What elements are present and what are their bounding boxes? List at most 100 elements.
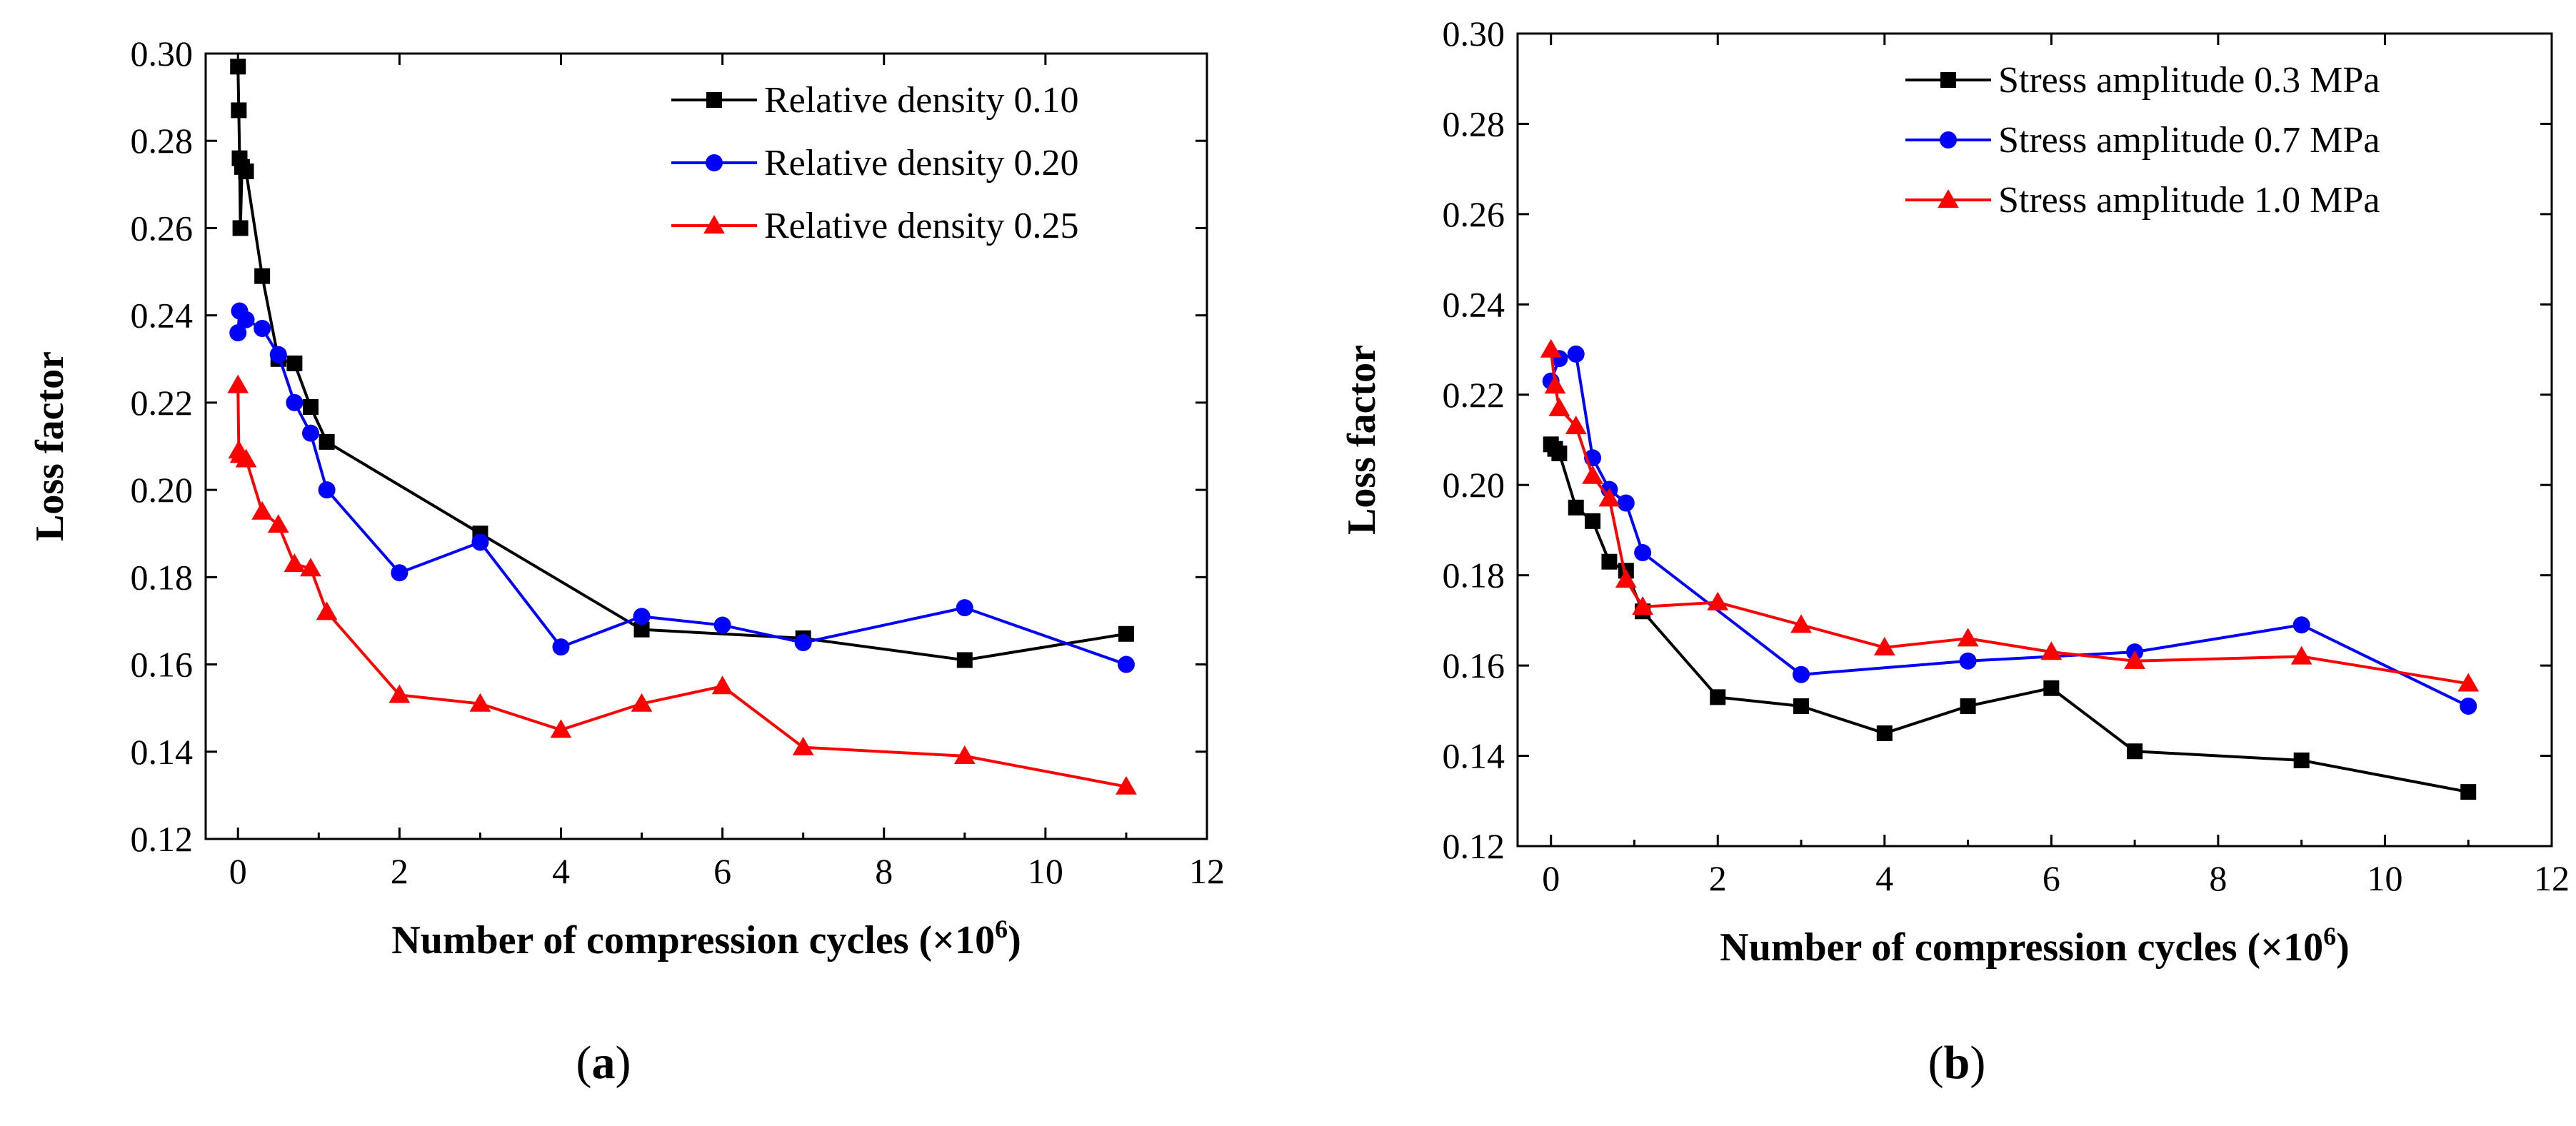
panel-caption: (a) xyxy=(576,1037,631,1089)
legend-marker-0 xyxy=(1940,72,1956,88)
x-tick-label: 6 xyxy=(713,851,731,891)
data-point-2-11 xyxy=(1957,628,1979,647)
y-tick-label: 0.28 xyxy=(131,121,194,161)
data-point-2-10 xyxy=(1873,636,1895,655)
data-point-1-11 xyxy=(2460,698,2477,715)
legend-marker-0 xyxy=(706,92,722,108)
data-point-0-10 xyxy=(319,433,335,450)
x-tick-label: 0 xyxy=(229,851,247,891)
data-point-0-3 xyxy=(1568,499,1584,516)
y-tick-label: 0.28 xyxy=(1443,104,1505,144)
y-tick-label: 0.24 xyxy=(1443,284,1505,324)
x-tick-label: 4 xyxy=(552,851,570,891)
data-point-0-2 xyxy=(1551,445,1568,461)
x-tick-label: 0 xyxy=(1542,858,1560,898)
x-tick-label: 8 xyxy=(2209,858,2227,898)
data-point-2-2 xyxy=(1548,397,1570,416)
data-point-2-8 xyxy=(1707,591,1729,610)
data-point-0-1 xyxy=(231,102,247,119)
data-point-0-10 xyxy=(1876,725,1893,741)
legend-marker-1 xyxy=(1940,131,1957,149)
data-point-0-14 xyxy=(956,652,973,668)
data-point-0-6 xyxy=(254,268,271,284)
x-axis-title-superscript: 6 xyxy=(2323,922,2336,950)
data-point-1-13 xyxy=(794,634,812,651)
data-point-1-5 xyxy=(286,393,304,411)
data-point-2-7 xyxy=(300,558,321,577)
data-point-2-7 xyxy=(1632,596,1654,615)
data-point-0-0 xyxy=(230,59,246,75)
data-point-2-16 xyxy=(1116,775,1137,795)
data-point-1-10 xyxy=(552,638,570,656)
data-point-0-11 xyxy=(1960,698,1976,715)
x-axis-title-suffix: ) xyxy=(1008,918,1021,962)
data-point-2-4 xyxy=(1582,465,1603,484)
data-point-1-10 xyxy=(2292,616,2310,634)
data-point-1-8 xyxy=(391,564,409,582)
data-point-0-12 xyxy=(633,621,650,638)
y-tick-label: 0.22 xyxy=(1443,375,1505,415)
data-point-2-8 xyxy=(316,601,338,620)
x-tick-label: 4 xyxy=(1875,858,1893,898)
series-line-1 xyxy=(236,309,1127,666)
data-point-0-5 xyxy=(1601,553,1618,570)
y-tick-label: 0.20 xyxy=(1443,465,1505,505)
series-0 xyxy=(1543,436,2477,800)
y-axis-title: Loss factor xyxy=(1340,345,1384,535)
legend-marker-2 xyxy=(703,215,725,234)
y-tick-label: 0.12 xyxy=(131,819,194,859)
data-point-2-3 xyxy=(1565,416,1587,435)
x-tick-label: 10 xyxy=(1028,851,1063,891)
x-axis-title: Number of compression cycles (×106) xyxy=(1720,922,2350,970)
data-point-2-5 xyxy=(1598,488,1620,507)
data-point-2-0 xyxy=(1540,338,1562,358)
data-point-2-9 xyxy=(1790,614,1812,633)
y-tick-label: 0.26 xyxy=(1443,194,1505,234)
y-tick-label: 0.24 xyxy=(131,296,194,336)
series-2 xyxy=(1540,338,2480,692)
data-point-0-5 xyxy=(238,164,254,179)
y-tick-label: 0.16 xyxy=(1443,645,1505,685)
y-axis-title: Loss factor xyxy=(28,351,72,541)
data-point-0-8 xyxy=(1710,689,1726,705)
series-2 xyxy=(227,374,1137,795)
legend-marker-2 xyxy=(1938,189,1959,208)
data-point-2-14 xyxy=(792,736,814,755)
data-point-1-6 xyxy=(301,424,319,442)
data-point-1-9 xyxy=(471,533,489,551)
data-point-1-12 xyxy=(713,616,731,634)
data-point-0-9 xyxy=(1793,698,1810,715)
x-axis-title: Number of compression cycles (×106) xyxy=(391,915,1021,962)
chart-panel-b: 0 2 4 6 8 10 12 0.12 0.14 0.16 0.18 0.20 0.22 0.24 0.2… xyxy=(1340,14,2570,1089)
panel-label: b xyxy=(1944,1037,1970,1089)
y-tick-label: 0.22 xyxy=(131,383,194,423)
data-point-1-6 xyxy=(1634,544,1652,562)
data-point-2-4 xyxy=(251,501,273,520)
y-tick-label: 0.30 xyxy=(1443,14,1505,54)
data-point-2-1 xyxy=(1544,375,1566,394)
data-point-0-13 xyxy=(2127,743,2143,760)
x-axis-title-suffix: ) xyxy=(2336,925,2350,970)
data-point-1-14 xyxy=(956,599,973,617)
data-point-2-11 xyxy=(550,719,572,738)
legend-label-2: Relative density 0.25 xyxy=(764,206,1078,246)
x-tick-label: 2 xyxy=(391,851,409,891)
x-tick-label: 12 xyxy=(1189,851,1225,891)
data-point-0-15 xyxy=(2460,784,2477,800)
x-axis-title-main: Number of compression cycles (×10 xyxy=(1720,925,2323,970)
legend-label-2: Stress amplitude 1.0 MPa xyxy=(1998,180,2380,221)
series-0 xyxy=(230,59,1134,668)
data-point-2-13 xyxy=(711,675,733,695)
data-point-0-4 xyxy=(1585,513,1601,529)
plot-frame xyxy=(1516,32,2553,848)
data-point-1-7 xyxy=(318,481,336,499)
legend: Stress amplitude 0.3 MPa Stress amplitude… xyxy=(1905,60,2380,221)
data-point-2-6 xyxy=(1615,569,1637,588)
data-point-1-5 xyxy=(1617,494,1635,512)
series-1 xyxy=(1542,345,2477,715)
panel-label: a xyxy=(592,1037,616,1089)
data-point-2-13 xyxy=(2124,650,2145,669)
series-line-2 xyxy=(1549,349,2469,685)
data-point-2-6 xyxy=(284,553,306,573)
